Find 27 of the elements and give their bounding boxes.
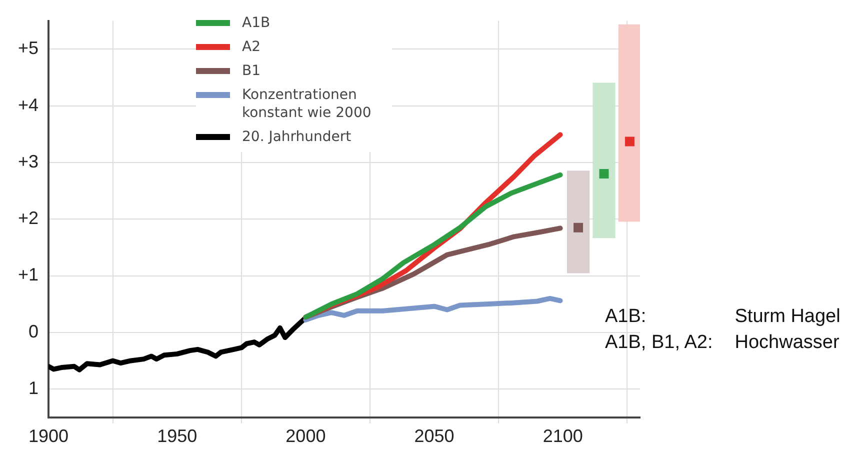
legend-label: Konzentrationen konstant wie 2000	[242, 86, 372, 122]
point	[574, 222, 584, 232]
point	[599, 169, 609, 179]
text: Hochwasser	[734, 332, 840, 354]
y-tick-label: 0	[28, 321, 39, 342]
bar	[618, 24, 640, 222]
y-tick-label: 1	[28, 378, 39, 398]
y-tick-label: +4	[18, 94, 39, 115]
y-tick-label: +3	[18, 151, 39, 172]
legend-label: B1	[242, 62, 261, 80]
x-tick-label: 1900	[28, 426, 69, 446]
x-tick-label: 1950	[157, 426, 198, 446]
x-tick-label: 2050	[414, 426, 454, 446]
annotation: A1B:	[605, 306, 648, 328]
x-tick-label: 2100	[542, 426, 583, 446]
legend-label: A1B	[242, 14, 270, 32]
y-tick-label: +2	[18, 208, 39, 228]
point	[624, 136, 634, 146]
annotation: A1B, B1, A2:	[605, 332, 713, 354]
y-tick-label: +5	[18, 38, 39, 58]
bar	[566, 170, 590, 274]
text: Sturm Hagel	[734, 306, 840, 328]
legend-label: 20. Jahrhundert	[242, 128, 352, 146]
legend-label: A2	[242, 38, 260, 56]
x-tick-label: 2000	[286, 426, 326, 446]
y-tick-label: +1	[18, 264, 39, 285]
bar	[592, 82, 616, 238]
